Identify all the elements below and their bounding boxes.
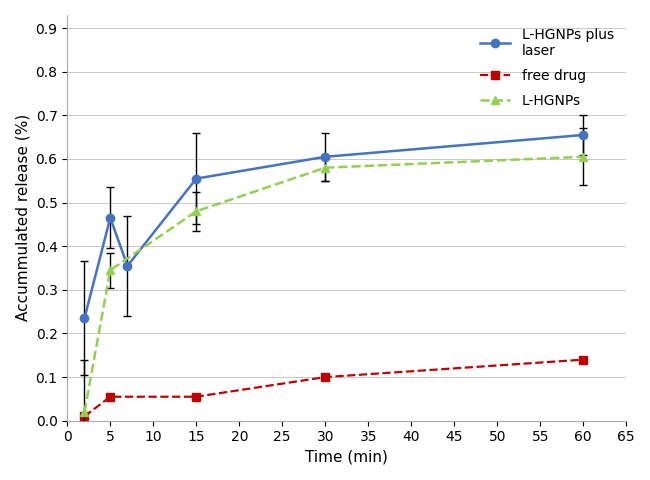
Legend: L-HGNPs plus
laser, free drug, L-HGNPs: L-HGNPs plus laser, free drug, L-HGNPs bbox=[474, 22, 619, 113]
Y-axis label: Accummulated release (%): Accummulated release (%) bbox=[15, 114, 30, 322]
X-axis label: Time (min): Time (min) bbox=[306, 450, 388, 465]
